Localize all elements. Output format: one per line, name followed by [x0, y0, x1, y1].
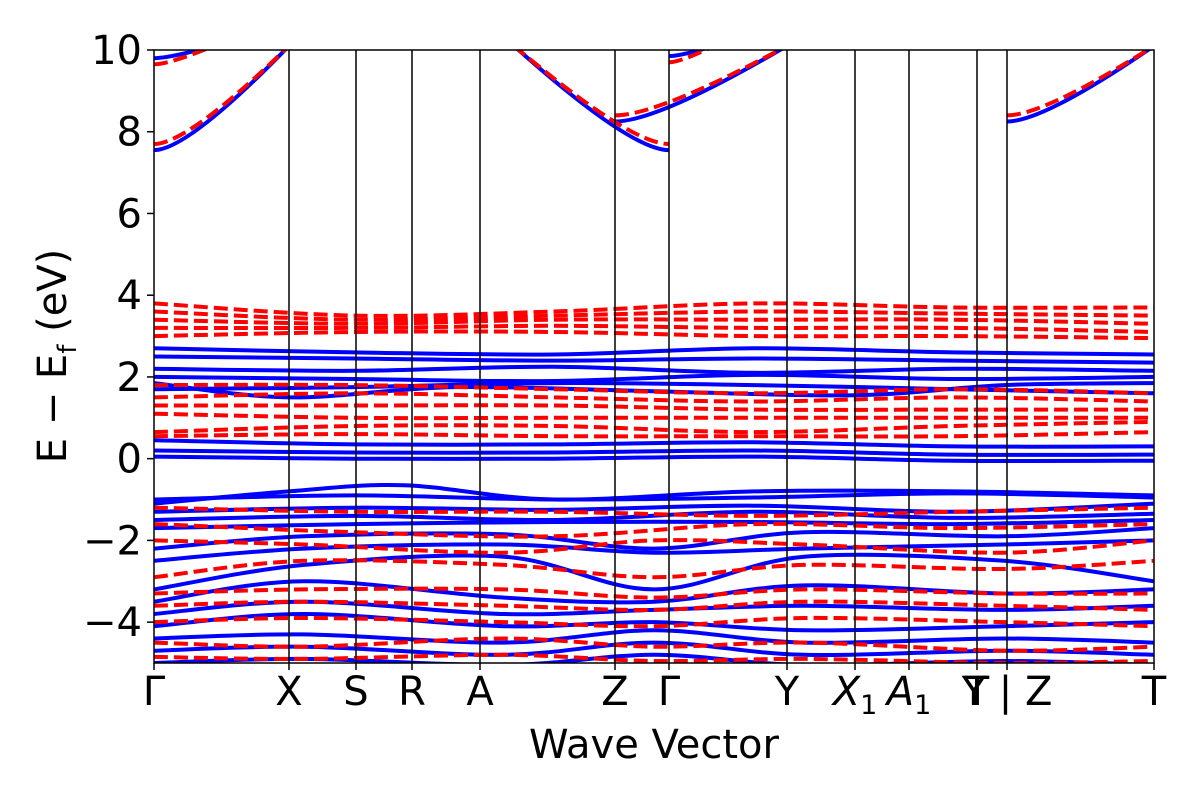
dashed-band-2	[515, 50, 670, 146]
solid-band-22	[154, 552, 1154, 592]
solid-band-7	[154, 354, 1154, 365]
solid-band-6	[154, 346, 1154, 357]
y-tick-label-2: 0	[117, 437, 142, 483]
y-tick-label-1: −2	[83, 518, 142, 564]
solid-band-25	[154, 611, 1154, 633]
dashed-band-20	[154, 558, 1154, 580]
band-lines	[154, 50, 1154, 663]
x-tick-label-8: X1	[831, 669, 878, 721]
x-tick-label-9: A1	[884, 669, 932, 721]
solid-band-20	[154, 526, 1154, 551]
dashed-band-7	[154, 309, 1154, 322]
solid-band-4	[668, 50, 708, 59]
solid-band-9	[154, 372, 1154, 384]
y-tick-label-6: 8	[117, 110, 142, 156]
solid-band-21	[154, 538, 1154, 563]
solid-band-0	[154, 50, 288, 153]
x-tick-label-1: X	[275, 669, 302, 715]
dashed-band-13	[154, 403, 1154, 412]
y-tick-label-3: 2	[117, 355, 142, 401]
y-tick-label-7: 10	[91, 28, 142, 74]
y-axis-label-main: E − E	[30, 354, 76, 464]
y-tick-label-5: 6	[117, 191, 142, 237]
x-axis-label: Wave Vector	[529, 722, 780, 768]
dashed-band-9	[154, 323, 1154, 334]
dashed-band-24	[154, 636, 1154, 653]
y-axis-label-sub: f	[53, 344, 83, 354]
x-tick-label-0: Γ	[143, 669, 166, 715]
high-symmetry-lines	[288, 50, 1008, 663]
x-tick-label-12: T	[1141, 669, 1167, 715]
y-axis-ticks: −4 −2 0 2 4 6 8 10	[83, 28, 154, 646]
x-tick-label-4: A	[466, 669, 494, 715]
solid-band-13	[154, 448, 1154, 457]
x-tick-label-11: Y | Z	[961, 669, 1053, 715]
y-axis-label: E − Ef (eV)	[30, 249, 83, 464]
dashed-band-3	[614, 50, 784, 118]
x-tick-label-10: T	[964, 669, 990, 715]
dashed-band-12	[154, 391, 1154, 404]
solid-band-12	[154, 438, 1154, 449]
dashed-band-6	[154, 301, 1154, 318]
dashed-band-4	[668, 50, 711, 65]
dashed-band-8	[154, 317, 1154, 326]
dashed-band-14	[154, 411, 1154, 421]
solid-band-16	[154, 482, 1154, 506]
dashed-band-22	[154, 599, 1154, 612]
dashed-band-19	[154, 538, 1154, 555]
y-tick-label-4: 4	[117, 273, 142, 319]
dashed-band-23	[154, 615, 1154, 629]
x-tick-label-6: Γ	[658, 669, 681, 715]
x-tick-label-2: S	[343, 669, 368, 715]
plot-frame	[153, 49, 1155, 664]
solid-band-1	[154, 50, 207, 61]
dashed-band-10	[154, 329, 1154, 341]
x-tick-label-5: Z	[601, 669, 628, 715]
x-tick-label-3: R	[398, 669, 426, 715]
dashed-band-11	[154, 382, 1154, 396]
solid-band-2	[515, 50, 670, 153]
dashed-band-16	[154, 430, 1154, 439]
dashed-band-17	[154, 505, 1154, 518]
dashed-band-18	[154, 521, 1154, 539]
dashed-band-0	[154, 50, 288, 146]
solid-band-26	[154, 628, 1154, 645]
solid-band-8	[154, 364, 1154, 375]
solid-band-19	[154, 518, 1154, 531]
dashed-band-21	[154, 586, 1154, 600]
y-axis-label-unit: (eV)	[30, 249, 76, 345]
solid-band-5	[1006, 50, 1152, 124]
dashed-band-15	[154, 419, 1154, 435]
solid-band-14	[154, 454, 1154, 464]
x-tick-label-7: Y	[774, 669, 800, 715]
y-tick-label-0: −4	[83, 600, 142, 646]
dashed-band-1	[154, 50, 210, 67]
dashed-band-5	[1006, 50, 1152, 118]
